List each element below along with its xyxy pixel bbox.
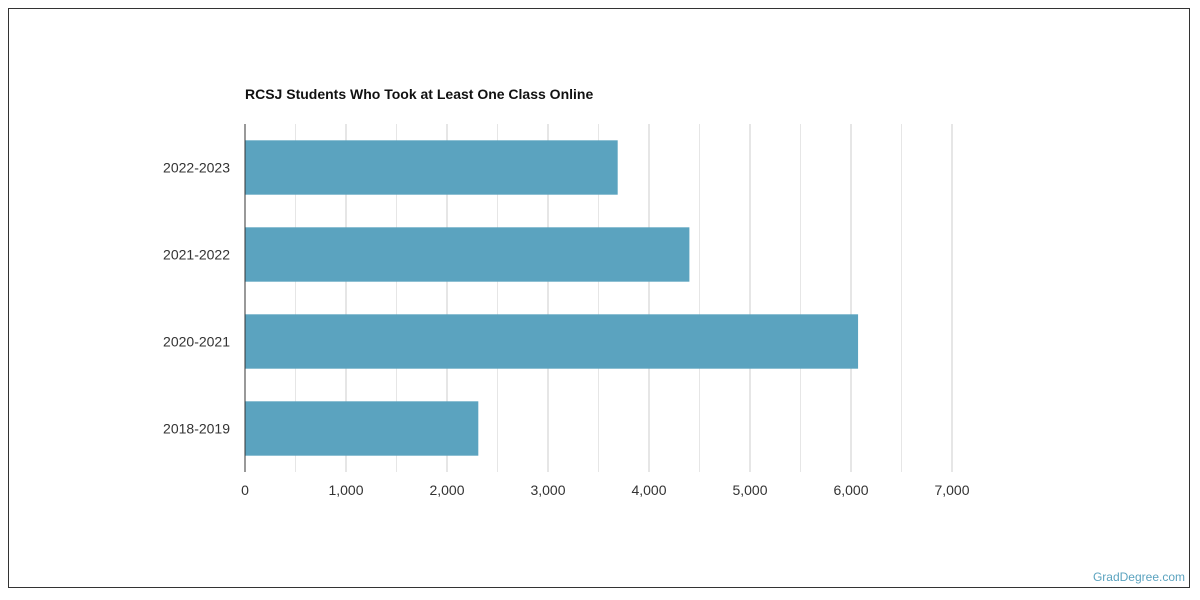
bar-2021-2022[interactable] [245,227,690,282]
bar-2018-2019[interactable] [245,401,479,456]
x-tick-label: 6,000 [833,482,868,498]
category-label: 2018-2019 [163,421,230,437]
category-labels: 2022-2023 2021-2022 2020-2021 2018-2019 [163,160,230,437]
x-tick-label: 0 [241,482,249,498]
x-tick-label: 3,000 [530,482,565,498]
bar-2022-2023[interactable] [245,140,618,195]
x-axis-tick-labels: 0 1,000 2,000 3,000 4,000 5,000 6,000 7,000 [241,482,970,498]
bar-2020-2021[interactable] [245,314,859,369]
watermark-link[interactable]: GradDegree.com [1092,570,1185,584]
chart-title: RCSJ Students Who Took at Least One Clas… [245,86,593,102]
category-label: 2021-2022 [163,247,230,263]
bars [245,140,859,456]
x-tick-label: 7,000 [934,482,969,498]
category-label: 2022-2023 [163,160,230,176]
category-label: 2020-2021 [163,334,230,350]
x-tick-label: 2,000 [429,482,464,498]
x-tick-label: 1,000 [328,482,363,498]
x-tick-label: 5,000 [732,482,767,498]
x-tick-label: 4,000 [631,482,666,498]
